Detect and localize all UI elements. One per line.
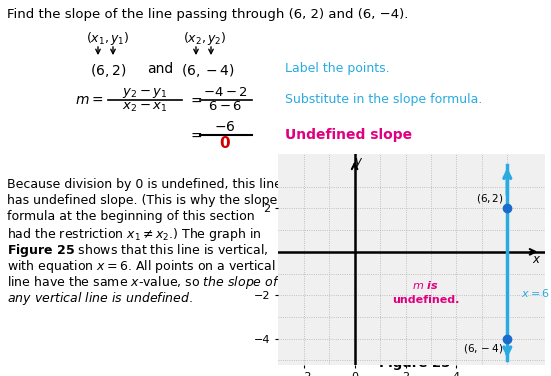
Text: $x = 6$: $x = 6$ bbox=[521, 287, 550, 299]
Text: Find the slope of the line passing through (6, 2) and (6, −4).: Find the slope of the line passing throu… bbox=[7, 8, 408, 21]
Text: undefined.: undefined. bbox=[392, 295, 460, 305]
Text: Substitute in the slope formula.: Substitute in the slope formula. bbox=[285, 94, 482, 106]
Text: line have the same $x$-value, so $\it{the\ slope\ of}$: line have the same $x$-value, so $\it{th… bbox=[7, 274, 280, 291]
Text: $m =$: $m =$ bbox=[75, 93, 104, 107]
Text: $(6, 2)$: $(6, 2)$ bbox=[476, 192, 504, 205]
Text: Undefined slope: Undefined slope bbox=[285, 128, 412, 142]
Text: Because division by 0 is undefined, this line: Because division by 0 is undefined, this… bbox=[7, 178, 282, 191]
Text: $x_2 - x_1$: $x_2 - x_1$ bbox=[122, 100, 168, 114]
Text: $y$: $y$ bbox=[354, 156, 364, 170]
Text: $(6, -4)$: $(6, -4)$ bbox=[181, 62, 235, 79]
Text: $x$: $x$ bbox=[532, 253, 541, 266]
Text: $-4 - 2$: $-4 - 2$ bbox=[203, 86, 247, 100]
Text: $(x_2, y_2)$: $(x_2, y_2)$ bbox=[183, 30, 227, 47]
Text: $=$: $=$ bbox=[188, 93, 203, 107]
Text: with equation $x = 6$. All points on a vertical: with equation $x = 6$. All points on a v… bbox=[7, 258, 276, 275]
Text: Label the points.: Label the points. bbox=[285, 62, 390, 75]
Text: Figure 25: Figure 25 bbox=[380, 357, 451, 370]
Text: $\it{any\ vertical\ line\ is\ undefined.}$: $\it{any\ vertical\ line\ is\ undefined.… bbox=[7, 290, 193, 307]
Text: formula at the beginning of this section: formula at the beginning of this section bbox=[7, 210, 255, 223]
Text: $\bf{Figure\ 25}$ shows that this line is vertical,: $\bf{Figure\ 25}$ shows that this line i… bbox=[7, 242, 268, 259]
Text: $\mathbf{0}$: $\mathbf{0}$ bbox=[219, 135, 231, 151]
Text: $(6, 2)$: $(6, 2)$ bbox=[90, 62, 126, 79]
Text: $(6, -4)$: $(6, -4)$ bbox=[463, 342, 504, 355]
Text: and: and bbox=[147, 62, 173, 76]
Text: $(x_1, y_1)$: $(x_1, y_1)$ bbox=[86, 30, 130, 47]
Text: had the restriction $x_1 \neq x_2$.) The graph in: had the restriction $x_1 \neq x_2$.) The… bbox=[7, 226, 262, 243]
Text: $6 - 6$: $6 - 6$ bbox=[208, 100, 242, 114]
Text: $y_2 - y_1$: $y_2 - y_1$ bbox=[122, 86, 168, 100]
Text: $-6$: $-6$ bbox=[214, 120, 236, 134]
Text: $m$ is: $m$ is bbox=[413, 279, 439, 291]
Text: $=$: $=$ bbox=[188, 128, 203, 142]
Text: has undefined slope. (This is why the slope: has undefined slope. (This is why the sl… bbox=[7, 194, 277, 207]
